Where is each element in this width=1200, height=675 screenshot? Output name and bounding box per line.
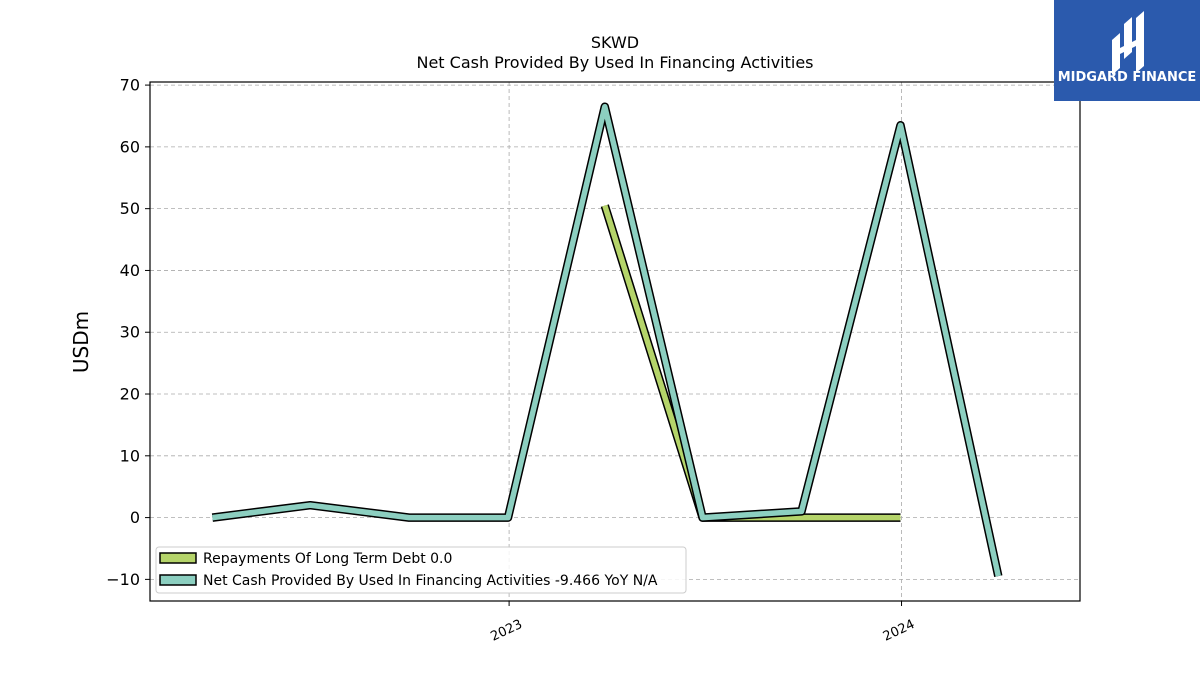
chart-subtitle: Net Cash Provided By Used In Financing A…: [416, 53, 813, 72]
legend-label-net-cash: Net Cash Provided By Used In Financing A…: [203, 573, 658, 589]
legend-swatch-net-cash: [159, 574, 197, 586]
y-tick-label: 20: [120, 385, 140, 404]
midgard-finance-logo: MIDGARD FINANCE: [1054, 0, 1200, 101]
y-axis-ticks: −10 0 10 20 30 40 50 60 70: [106, 76, 150, 589]
y-tick-label: 30: [120, 323, 140, 342]
y-tick-label: 10: [120, 446, 140, 465]
series-lines: [211, 102, 1003, 578]
y-tick-label: 70: [120, 76, 140, 95]
series-line-net-cash: [212, 103, 1001, 577]
logo-mark-icon: [1112, 11, 1144, 75]
legend-swatch-repayments: [159, 552, 197, 564]
chart-title: SKWD: [591, 33, 639, 52]
plot-frame: [149, 81, 1081, 602]
y-tick-label: −10: [106, 570, 140, 589]
y-tick-label: 0: [130, 508, 140, 527]
legend-box: [155, 546, 687, 594]
logo-text: MIDGARD FINANCE: [1058, 70, 1197, 85]
y-tick-label: 40: [120, 261, 140, 280]
legend-label-repayments: Repayments Of Long Term Debt 0.0: [203, 551, 452, 567]
y-tick-label: 50: [120, 199, 140, 218]
y-axis-label: USDm: [69, 311, 93, 373]
legend: Repayments Of Long Term Debt 0.0 Net Cas…: [155, 546, 687, 594]
y-tick-label: 60: [120, 137, 140, 156]
